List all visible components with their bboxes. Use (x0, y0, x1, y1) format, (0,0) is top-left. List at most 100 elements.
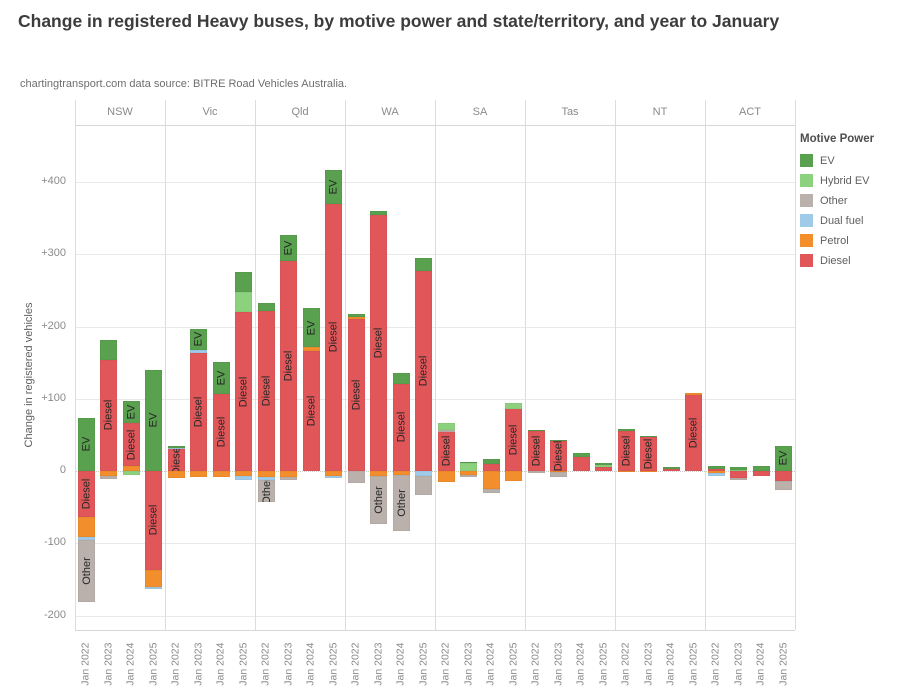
bar-segment-SA-Jan-2023-Other[interactable] (460, 474, 478, 477)
bar-segment-Vic-Jan-2025-EV[interactable] (235, 272, 253, 292)
bar-segment-SA-Jan-2025-Hybrid-EV[interactable] (505, 403, 523, 409)
bar-segment-ACT-Jan-2022-Dual-fuel[interactable] (707, 473, 725, 477)
bar-segment-WA-Jan-2023-Diesel[interactable]: Diesel (370, 214, 388, 471)
bar-segment-ACT-Jan-2023-EV[interactable] (730, 467, 748, 470)
bar-segment-WA-Jan-2024-Diesel[interactable]: Diesel (392, 383, 410, 471)
bar-segment-ACT-Jan-2025-EV[interactable]: EV (775, 445, 793, 471)
bar-segment-Tas-Jan-2022-EV[interactable] (527, 429, 545, 432)
bar-segment-NT-Jan-2023-Diesel[interactable]: Diesel (640, 437, 658, 471)
bar-segment-Tas-Jan-2023-Other[interactable] (550, 472, 568, 477)
bar-segment-SA-Jan-2022-Diesel[interactable]: Diesel (437, 431, 455, 471)
bar-segment-WA-Jan-2023-EV[interactable] (370, 210, 388, 215)
bar-segment-Vic-Jan-2025-Hybrid-EV[interactable] (235, 291, 253, 313)
bar-segment-SA-Jan-2023-EV[interactable] (460, 461, 478, 464)
bar-segment-Qld-Jan-2023-Other[interactable] (280, 476, 298, 481)
bar-segment-ACT-Jan-2025-Other[interactable] (775, 481, 793, 490)
bar-segment-ACT-Jan-2025-Diesel[interactable] (775, 471, 793, 482)
bar-segment-NT-Jan-2025-Petrol[interactable] (685, 392, 703, 396)
bar-segment-Vic-Jan-2023-Petrol[interactable] (190, 471, 208, 477)
bar-segment-Tas-Jan-2023-EV[interactable] (550, 439, 568, 442)
bar-segment-NT-Jan-2023-EV[interactable] (640, 435, 658, 438)
bar-segment-NT-Jan-2024-Diesel[interactable] (662, 468, 680, 471)
bar-segment-Tas-Jan-2025-Diesel[interactable] (595, 467, 613, 471)
bar-segment-Qld-Jan-2025-EV[interactable]: EV (325, 170, 343, 204)
bar-segment-NSW-Jan-2022-Petrol[interactable] (77, 516, 95, 538)
bar-segment-Qld-Jan-2022-Dual-fuel[interactable] (257, 476, 275, 481)
bar-segment-ACT-Jan-2024-Diesel[interactable] (752, 471, 770, 477)
bar-segment-SA-Jan-2023-Hybrid-EV[interactable] (460, 463, 478, 471)
bar-segment-WA-Jan-2025-Dual-fuel[interactable] (415, 471, 433, 477)
bar-segment-WA-Jan-2022-Petrol[interactable] (347, 317, 365, 320)
bar-segment-NSW-Jan-2024-Hybrid-EV[interactable] (122, 471, 140, 475)
bar-segment-Tas-Jan-2023-Petrol[interactable] (550, 471, 568, 473)
bar-segment-Qld-Jan-2023-Petrol[interactable] (280, 471, 298, 477)
bar-segment-ACT-Jan-2023-Diesel[interactable] (730, 471, 748, 479)
bar-segment-NT-Jan-2025-Diesel[interactable]: Diesel (685, 395, 703, 471)
bar-segment-Vic-Jan-2024-Petrol[interactable] (212, 471, 230, 477)
bar-segment-Vic-Jan-2024-Diesel[interactable]: Diesel (212, 393, 230, 471)
legend-item-Other[interactable]: Other (800, 194, 896, 207)
legend-item-Diesel[interactable]: Diesel (800, 254, 896, 267)
bar-segment-NSW-Jan-2023-Other[interactable] (100, 476, 118, 479)
bar-segment-SA-Jan-2024-Diesel[interactable] (482, 463, 500, 471)
bar-segment-NT-Jan-2022-Diesel[interactable]: Diesel (617, 430, 635, 471)
bar-segment-Vic-Jan-2023-Diesel[interactable]: Diesel (190, 353, 208, 471)
bar-segment-WA-Jan-2025-Other[interactable] (415, 476, 433, 495)
bar-segment-Tas-Jan-2025-Hybrid-EV[interactable] (595, 465, 613, 468)
bar-segment-NSW-Jan-2023-EV[interactable] (100, 340, 118, 360)
bar-segment-WA-Jan-2024-Other[interactable]: Other (392, 475, 410, 531)
bar-segment-Qld-Jan-2024-Petrol[interactable] (302, 347, 320, 352)
bar-segment-Vic-Jan-2022-Diesel[interactable]: Diesel (167, 449, 185, 471)
bar-segment-WA-Jan-2025-Diesel[interactable]: Diesel (415, 270, 433, 471)
bar-segment-Vic-Jan-2025-Petrol[interactable] (235, 471, 253, 477)
bar-segment-NT-Jan-2023-Petrol[interactable] (640, 471, 658, 473)
bar-segment-NT-Jan-2022-EV[interactable] (617, 429, 635, 431)
bar-segment-SA-Jan-2022-Other[interactable] (437, 429, 455, 432)
bar-segment-Qld-Jan-2024-Diesel[interactable]: Diesel (302, 351, 320, 471)
bar-segment-Tas-Jan-2022-Other[interactable] (527, 471, 545, 474)
bar-segment-Qld-Jan-2025-Petrol[interactable] (325, 471, 343, 477)
bar-segment-SA-Jan-2024-EV[interactable] (482, 459, 500, 464)
bar-segment-NSW-Jan-2025-EV[interactable]: EV (145, 369, 163, 471)
bar-segment-Tas-Jan-2022-Diesel[interactable]: Diesel (527, 431, 545, 471)
bar-segment-NSW-Jan-2024-EV[interactable]: EV (122, 400, 140, 424)
bar-segment-Qld-Jan-2022-EV[interactable] (257, 302, 275, 312)
bar-segment-Qld-Jan-2024-EV[interactable]: EV (302, 307, 320, 348)
bar-segment-Qld-Jan-2025-Dual-fuel[interactable] (325, 476, 343, 479)
bar-segment-NSW-Jan-2023-Petrol[interactable] (100, 471, 118, 477)
bar-segment-Vic-Jan-2023-EV[interactable]: EV (190, 328, 208, 351)
bar-segment-Qld-Jan-2025-Diesel[interactable]: Diesel (325, 203, 343, 471)
bar-segment-SA-Jan-2024-Other[interactable] (482, 489, 500, 494)
bar-segment-NSW-Jan-2022-Diesel[interactable]: Diesel (77, 471, 95, 517)
bar-segment-Vic-Jan-2025-Dual-fuel[interactable] (235, 476, 253, 481)
legend-item-EV[interactable]: EV (800, 154, 896, 167)
bar-segment-ACT-Jan-2022-Diesel[interactable] (707, 468, 725, 471)
bar-segment-Qld-Jan-2022-Diesel[interactable]: Diesel (257, 311, 275, 471)
bar-segment-Vic-Jan-2025-Diesel[interactable]: Diesel (235, 312, 253, 471)
legend-item-Petrol[interactable]: Petrol (800, 234, 896, 247)
bar-segment-Qld-Jan-2023-EV[interactable]: EV (280, 234, 298, 262)
bar-segment-Vic-Jan-2022-Petrol[interactable] (167, 471, 185, 478)
bar-segment-Vic-Jan-2023-Dual-fuel[interactable] (190, 350, 208, 354)
bar-segment-ACT-Jan-2023-Hybrid-EV[interactable] (730, 469, 748, 471)
bar-segment-SA-Jan-2023-Petrol[interactable] (460, 471, 478, 475)
bar-segment-NT-Jan-2022-Petrol[interactable] (617, 471, 635, 473)
bar-segment-Qld-Jan-2022-Petrol[interactable] (257, 471, 275, 477)
bar-segment-NSW-Jan-2023-Diesel[interactable]: Diesel (100, 359, 118, 471)
bar-segment-Vic-Jan-2024-EV[interactable]: EV (212, 361, 230, 394)
legend-item-Dual-fuel[interactable]: Dual fuel (800, 214, 896, 227)
bar-segment-NSW-Jan-2022-Other[interactable]: Other (77, 539, 95, 603)
bar-segment-NT-Jan-2024-EV[interactable] (662, 467, 680, 469)
bar-segment-Qld-Jan-2022-Other[interactable]: Other (257, 480, 275, 503)
bar-segment-WA-Jan-2025-EV[interactable] (415, 257, 433, 271)
bar-segment-Tas-Jan-2025-EV[interactable] (595, 463, 613, 466)
bar-segment-SA-Jan-2025-Petrol[interactable] (505, 471, 523, 482)
bar-segment-ACT-Jan-2024-EV[interactable] (752, 465, 770, 471)
bar-segment-SA-Jan-2024-Petrol[interactable] (482, 471, 500, 490)
bar-segment-Vic-Jan-2022-Dual-fuel[interactable] (167, 447, 185, 450)
bar-segment-NSW-Jan-2022-Dual-fuel[interactable] (77, 537, 95, 540)
bar-segment-SA-Jan-2022-Petrol[interactable] (437, 471, 455, 482)
bar-segment-ACT-Jan-2022-EV[interactable] (707, 465, 725, 469)
bar-segment-ACT-Jan-2022-Petrol[interactable] (707, 471, 725, 474)
bar-segment-Tas-Jan-2023-Diesel[interactable]: Diesel (550, 441, 568, 471)
